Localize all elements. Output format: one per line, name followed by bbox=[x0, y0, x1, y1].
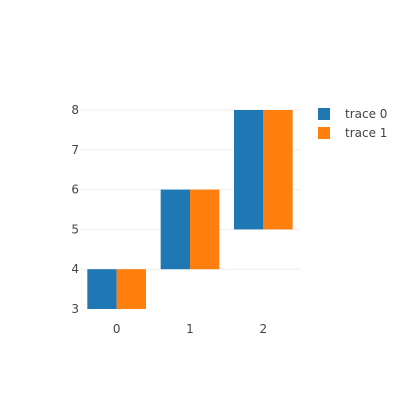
y-tick-label: 7 bbox=[71, 143, 79, 157]
legend-swatch bbox=[318, 127, 330, 139]
bar-trace-0-cat-0[interactable] bbox=[87, 269, 117, 309]
y-tick-label: 6 bbox=[71, 183, 79, 197]
legend-item-trace-1[interactable]: trace 1 bbox=[318, 126, 387, 140]
x-axis: 0 1 2 bbox=[113, 322, 267, 336]
legend-swatch bbox=[318, 108, 330, 120]
y-tick-label: 3 bbox=[71, 302, 79, 316]
bar-trace-1-cat-2[interactable] bbox=[263, 110, 293, 230]
bar-trace-0-cat-1[interactable] bbox=[160, 189, 190, 270]
legend[interactable]: trace 0 trace 1 bbox=[318, 107, 387, 140]
legend-label: trace 1 bbox=[345, 126, 387, 140]
y-tick-label: 8 bbox=[71, 103, 79, 117]
bar-trace-0-cat-2[interactable] bbox=[234, 110, 264, 230]
x-tick-label: 0 bbox=[113, 322, 121, 336]
x-tick-label: 1 bbox=[186, 322, 194, 336]
y-axis: 3 4 5 6 7 8 bbox=[71, 103, 79, 316]
y-tick-label: 4 bbox=[71, 262, 79, 276]
x-tick-label: 2 bbox=[260, 322, 268, 336]
legend-item-trace-0[interactable]: trace 0 bbox=[318, 107, 387, 121]
y-tick-label: 5 bbox=[71, 222, 79, 236]
bars bbox=[87, 110, 293, 309]
legend-label: trace 0 bbox=[345, 107, 387, 121]
bar-trace-1-cat-1[interactable] bbox=[190, 189, 220, 270]
bar-trace-1-cat-0[interactable] bbox=[116, 269, 146, 309]
